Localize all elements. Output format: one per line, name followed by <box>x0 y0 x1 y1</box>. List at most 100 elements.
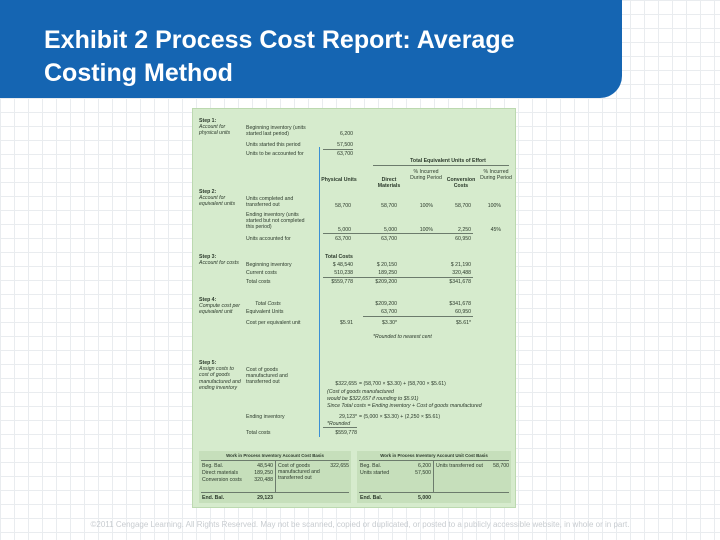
step2-row2-phys: 5,000 <box>338 227 351 233</box>
t-unit-credit-label: Units transferred out <box>436 463 483 469</box>
step3-row3-total: $559,778 <box>331 279 353 285</box>
step2-row3-phys: 63,700 <box>335 236 351 242</box>
flow-line <box>319 147 320 437</box>
rule <box>201 492 349 493</box>
step2-label: Step 2: Account for equivalent units <box>199 189 236 208</box>
step1-row2-value: 57,500 <box>337 142 353 148</box>
col-conversion-costs: Conversion Costs <box>446 177 476 190</box>
step2-row3-dm: 63,700 <box>381 236 397 242</box>
teu-header: Total Equivalent Units of Effort <box>410 158 486 164</box>
t-account-divider <box>433 460 434 492</box>
step5-note-3: Since Total costs = Ending inventory + C… <box>327 403 482 409</box>
step5-note-1: (Cost of goods manufactured <box>327 389 394 395</box>
rule <box>359 492 509 493</box>
step5-label: Step 5: Assign costs to cost of goods man… <box>199 360 241 391</box>
col-direct-materials: Direct Materials <box>377 177 401 190</box>
title-bar: Exhibit 2 Process Cost Report: Average C… <box>0 0 622 98</box>
step3-row2-dm: 189,250 <box>378 270 397 276</box>
step2-row2-dm: 5,000 <box>384 227 397 233</box>
t-unit-row2-value: 57,500 <box>415 470 431 476</box>
t-cost-end-value: 29,123 <box>257 495 273 501</box>
step4-row3-total: $5.91 <box>340 320 353 326</box>
t-account-cost-header: Work in Process Inventory Account Cost B… <box>226 453 324 458</box>
t-unit-row2-label: Units started <box>360 470 390 476</box>
step3-row2-cc: 320,488 <box>452 270 471 276</box>
step2-row1-pct2: 100% <box>487 203 501 209</box>
step4-row2-cc: 60,950 <box>455 309 471 315</box>
copyright-footer: ©2011 Cengage Learning. All Rights Reser… <box>90 520 630 529</box>
rule <box>373 165 509 166</box>
step4-row1-label: Total Costs <box>255 301 281 307</box>
step5-row1-label: Cost of goods manufactured and transferr… <box>246 367 288 386</box>
step4-row3-label: Cost per equivalent unit <box>246 320 301 326</box>
step2-row2-cc: 2,250 <box>458 227 471 233</box>
t-cost-credit-value: 322,655 <box>330 463 349 469</box>
rule <box>323 149 353 150</box>
step3-row3-dm: $209,200 <box>375 279 397 285</box>
t-cost-row1-label: Beg. Bal. <box>202 463 224 469</box>
step5-row3-value: $559,778 <box>335 430 357 436</box>
step3-row1-label: Beginning inventory <box>246 262 292 268</box>
step3-row3-cc: $341,678 <box>449 279 471 285</box>
t-unit-end-value: 5,000 <box>418 495 431 501</box>
t-unit-credit-value: 58,700 <box>493 463 509 469</box>
step2-row1-cc: 58,700 <box>455 203 471 209</box>
step4-row1-cc: $341,678 <box>449 301 471 307</box>
step2-row3-cc: 60,950 <box>455 236 471 242</box>
rule <box>323 427 357 428</box>
t-cost-row1-value: 48,540 <box>257 463 273 469</box>
t-account-unit-header: Work in Process Inventory Account Unit C… <box>380 453 488 458</box>
t-unit-row1-value: 6,200 <box>418 463 431 469</box>
step5-note-2: would be $322,657 if rounding to $5.91) <box>327 396 419 402</box>
col-pct-incurred-dm: % Incurred During Period <box>410 169 442 182</box>
step2-row1-pct1: 100% <box>419 203 433 209</box>
step2-row2-pct2: 45% <box>490 227 501 233</box>
step4-row1-dm: $209,200 <box>375 301 397 307</box>
rule <box>359 460 509 461</box>
step1-row3-value: 63,700 <box>337 151 353 157</box>
step2-row1-label: Units completed and transferred out <box>246 196 294 209</box>
step3-label: Step 3: Account for costs <box>199 254 239 267</box>
rule <box>363 316 473 317</box>
t-account-unit-basis: Work in Process Inventory Account Unit C… <box>357 451 511 503</box>
rule <box>323 277 473 278</box>
t-cost-row3-value: 320,488 <box>254 477 273 483</box>
step2-row2-pct1: 100% <box>419 227 433 233</box>
t-account-divider <box>275 460 276 492</box>
title-line-1: Exhibit 2 Process Cost Report: Average <box>44 26 515 54</box>
step5-row2-value: 29,123* <box>339 414 357 420</box>
t-cost-credit-label: Cost of goods manufactured and transferr… <box>278 463 320 482</box>
step5-row2-label: Ending inventory <box>246 414 285 420</box>
step1-row1-label: Beginning inventory (units started last … <box>246 125 306 138</box>
step3-total-costs-header: Total Costs <box>325 254 353 260</box>
col-pct-incurred-cc: % Incurred During Period <box>480 169 512 182</box>
step3-row1-total: $ 48,540 <box>332 262 353 268</box>
slide-title: Exhibit 2 Process Cost Report: Average C… <box>44 24 604 90</box>
process-cost-report-exhibit: Step 1: Account for physical units Beginn… <box>192 108 516 508</box>
step4-row3-cc: $5.61* <box>455 320 471 326</box>
step4-row2-label: Equivalent Units <box>246 309 284 315</box>
step2-row3-label: Units accounted for <box>246 236 291 242</box>
step1-row2-label: Units started this period <box>246 142 301 148</box>
step2-row1-dm: 58,700 <box>381 203 397 209</box>
step1-row1-value: 6,200 <box>340 131 353 137</box>
step3-row2-total: 510,238 <box>334 270 353 276</box>
step4-row2-dm: 63,700 <box>381 309 397 315</box>
t-cost-row2-value: 189,250 <box>254 470 273 476</box>
step3-row1-dm: $ 20,150 <box>376 262 397 268</box>
t-cost-row2-label: Direct materials <box>202 470 239 476</box>
t-cost-end-label: End. Bal. <box>202 495 225 501</box>
step3-row1-cc: $ 21,190 <box>450 262 471 268</box>
rule <box>323 233 473 234</box>
step3-row2-label: Current costs <box>246 270 277 276</box>
step4-rounding-note: *Rounded to nearest cent <box>373 334 432 340</box>
step5-row2-calc: = (5,000 × $3.30) + (2,250 × $5.61) <box>359 414 441 420</box>
step2-row2-label: Ending inventory (units started but not … <box>246 212 305 231</box>
step4-label: Step 4: Compute cost per equivalent unit <box>199 297 240 316</box>
step3-row3-label: Total costs <box>246 279 271 285</box>
step5-row1-calc: = (58,700 × $3.30) + (58,700 × $5.61) <box>359 381 446 387</box>
t-unit-end-label: End. Bal. <box>360 495 383 501</box>
step5-rounded-note: *Rounded <box>327 421 351 427</box>
step5-row1-value: $322,655 <box>335 381 357 387</box>
step1-row3-label: Units to be accounted for <box>246 151 304 157</box>
